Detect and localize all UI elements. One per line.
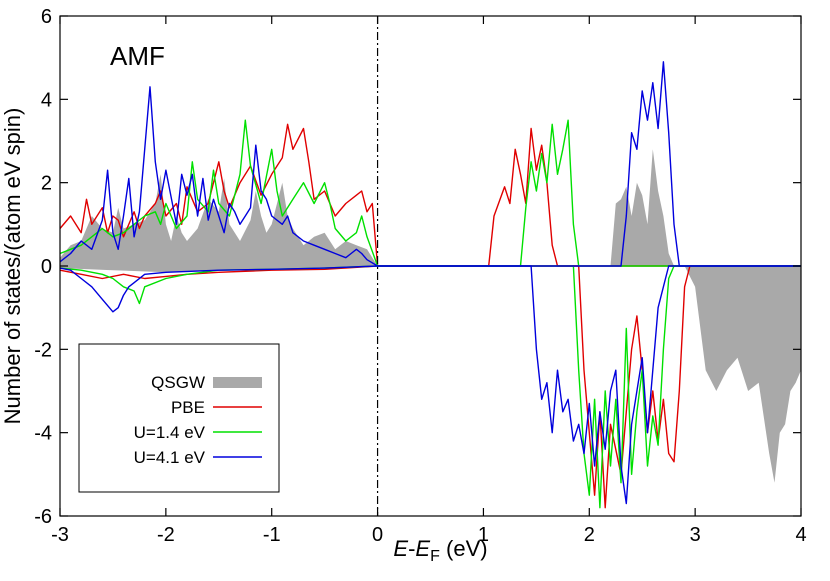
x-tick-label: -2	[157, 524, 175, 546]
x-axis-label-e: E	[393, 536, 408, 561]
legend-label-u-1-4-ev: U=1.4 eV	[134, 423, 206, 442]
y-tick-label: -2	[34, 339, 52, 361]
legend-swatch-qsgw	[213, 377, 262, 388]
y-tick-label: 2	[41, 173, 52, 195]
legend-label-qsgw: QSGW	[151, 373, 205, 392]
legend-box	[78, 343, 280, 493]
y-tick-label: 0	[41, 256, 52, 278]
series-pbe-down-line	[59, 265, 801, 509]
x-axis-label-ef: E	[415, 536, 430, 561]
series-qsgw-down-area	[60, 266, 801, 483]
qsgw-fill-layer	[60, 149, 801, 483]
x-axis-label: E-EF (eV)	[393, 536, 487, 565]
series-u-1-4-ev-down-line	[59, 265, 801, 509]
x-tick-label: 3	[690, 524, 701, 546]
series-pbe-up-line	[59, 123, 801, 267]
legend-label-u-4-1-ev: U=4.1 eV	[134, 448, 206, 467]
x-tick-label: -1	[263, 524, 281, 546]
panel-annotation: AMF	[110, 41, 165, 71]
y-tick-label: 4	[41, 89, 52, 111]
x-axis-label-subscript: F	[430, 548, 440, 565]
x-tick-label: 1	[478, 524, 489, 546]
x-axis-label-dash: -	[408, 536, 415, 561]
series-u-4-1-ev-down-line	[59, 265, 801, 505]
axis-ticks: -3 -2 -1 0 1 2 3 4 -6 -4 -2 0 2 4 6	[34, 6, 806, 546]
series-u-1-4-ev-up-line	[59, 119, 801, 267]
x-tick-label: 2	[584, 524, 595, 546]
x-axis-label-unit: (eV)	[440, 536, 488, 561]
series-line-layer	[59, 61, 801, 509]
y-axis-label: Number of states/(atom eV spin)	[0, 108, 25, 425]
y-tick-label: -4	[34, 423, 52, 445]
x-tick-label: 0	[372, 524, 383, 546]
y-tick-label: 6	[41, 6, 52, 28]
series-qsgw-up-area	[60, 149, 801, 266]
legend: QSGW PBE U=1.4 eV U=4.1 eV	[78, 343, 280, 493]
series-u-4-1-ev-up-line	[59, 61, 801, 267]
legend-label-pbe: PBE	[171, 398, 205, 417]
x-tick-label: 4	[795, 524, 806, 546]
y-tick-label: -6	[34, 506, 52, 528]
x-tick-label: -3	[51, 524, 69, 546]
